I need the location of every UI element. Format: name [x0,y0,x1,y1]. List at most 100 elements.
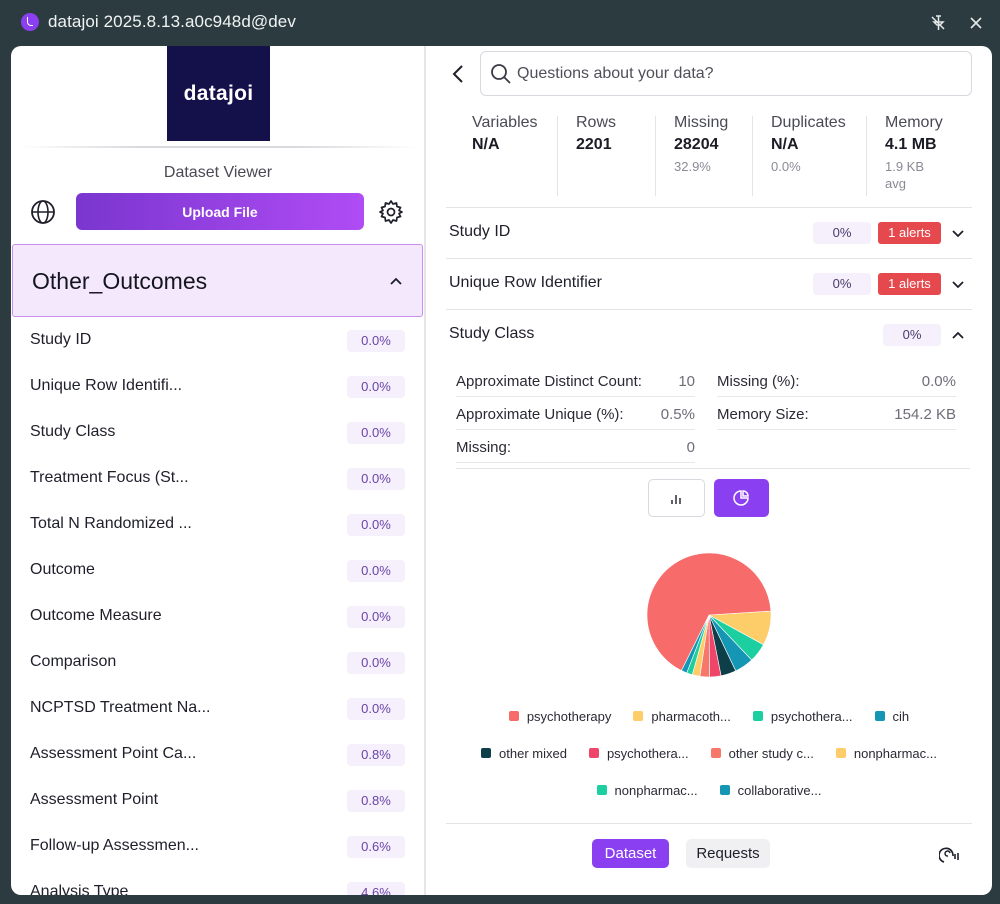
legend-item[interactable]: other mixed [481,743,567,763]
chevron-up-icon[interactable] [388,273,404,289]
legend-item[interactable]: psychotherapy [508,706,611,726]
stat-duplicates: Duplicates N/A 0.0% [771,114,846,198]
stat-value: N/A [472,136,500,153]
column-row[interactable]: Study Class 0% [446,310,972,360]
list-item[interactable]: Unique Row Identifi... 0.0% [11,364,425,410]
pie-chart-toggle[interactable] [714,479,769,517]
list-item[interactable]: Study Class 0.0% [11,410,425,456]
legend-item[interactable]: nonpharmac... [596,780,698,800]
legend-label: collaborative... [737,782,822,798]
legend-item[interactable]: pharmacoth... [633,706,731,726]
legend-swatch [633,711,644,721]
legend-label: other study c... [728,745,814,761]
legend-item[interactable]: cih [874,706,909,726]
tab-dataset[interactable]: Dataset [592,839,669,868]
tab-requests[interactable]: Requests [686,839,770,868]
legend-item[interactable]: other study c... [710,743,814,763]
stat-sub: 32.9% [674,159,711,174]
sidebar: datajoi Dataset Viewer Upload File Other… [11,46,425,895]
list-item[interactable]: Analysis Type 4.6% [11,870,425,895]
divider [752,116,753,196]
stat-label: Memory [885,114,943,131]
detail-unique: Approximate Unique (%): 0.5% [456,397,695,430]
column-row[interactable]: Unique Row Identifier 0% 1 alerts [446,259,972,309]
list-item[interactable]: Total N Randomized ... 0.0% [11,502,425,548]
missing-badge: 0.0% [347,330,405,352]
detail-value: 0 [686,439,695,456]
legend-item[interactable]: collaborative... [719,780,822,800]
search-input[interactable] [517,52,957,95]
title-bar: datajoi 2025.8.13.a0c948d@dev [0,0,1000,46]
legend-label: nonpharmac... [614,782,698,798]
column-row[interactable]: Study ID 0% 1 alerts [446,208,972,258]
bar-chart-toggle[interactable] [648,479,705,517]
search-icon [491,64,511,84]
column-name: Study ID [449,223,511,240]
list-item[interactable]: Study ID 0.0% [11,318,425,364]
list-item[interactable]: NCPTSD Treatment Na... 0.0% [11,686,425,732]
close-icon[interactable] [966,13,986,33]
missing-badge: 0.8% [347,744,405,766]
legend-item[interactable]: nonpharmac... [835,743,937,763]
divider [866,116,867,196]
chevron-up-icon[interactable] [950,327,966,343]
legend-swatch [588,748,599,758]
pane-divider[interactable] [424,46,426,895]
divider [446,258,972,259]
legend-row: psychotherapy pharmacoth... psychothera...… [446,706,972,726]
legend-item[interactable]: psychothera... [588,743,689,763]
voice-icon[interactable] [939,845,961,867]
upload-file-button[interactable]: Upload File [76,193,364,230]
list-item[interactable]: Outcome 0.0% [11,548,425,594]
missing-badge: 0.6% [347,836,405,858]
detail-label: Memory Size: [717,406,809,423]
detail-memory: Memory Size: 154.2 KB [717,397,956,430]
pie-chart [646,552,772,678]
back-icon[interactable] [448,63,468,85]
main-panel: Variables N/A Rows 2201 Missing 28204 32… [426,46,992,895]
variable-name: Comparison [30,653,117,670]
detail-label: Approximate Distinct Count: [456,373,642,390]
missing-badge: 0% [883,324,941,346]
list-item[interactable]: Outcome Measure 0.0% [11,594,425,640]
stat-missing: Missing 28204 32.9% [674,114,728,198]
app-icon [21,13,39,31]
list-item[interactable]: Comparison 0.0% [11,640,425,686]
missing-badge: 0.8% [347,790,405,812]
list-item[interactable]: Follow-up Assessmen... 0.6% [11,824,425,870]
variable-name: Treatment Focus (St... [30,469,189,486]
column-name: Unique Row Identifier [449,274,602,291]
chevron-down-icon[interactable] [950,225,966,241]
variable-name: Assessment Point [30,791,159,808]
globe-icon[interactable] [30,199,56,225]
legend-swatch [719,785,730,795]
stat-memory: Memory 4.1 MB 1.9 KB avg [885,114,965,198]
missing-badge: 0.0% [347,560,405,582]
pie-chart-icon [733,490,749,506]
alert-badge[interactable]: 1 alerts [878,222,941,244]
missing-badge: 0% [813,273,871,295]
pin-icon[interactable] [928,13,948,33]
viewer-title: Dataset Viewer [163,164,273,181]
legend-label: pharmacoth... [651,708,731,724]
stat-sub: 0.0% [771,159,801,174]
missing-badge: 0.0% [347,652,405,674]
gear-icon[interactable] [378,199,404,225]
variable-name: Assessment Point Ca... [30,745,197,762]
variable-group-header[interactable]: Other_Outcomes [12,244,423,317]
list-item[interactable]: Assessment Point Ca... 0.8% [11,732,425,778]
list-item[interactable]: Treatment Focus (St... 0.0% [11,456,425,502]
variable-name: Unique Row Identifi... [30,377,183,394]
search-box[interactable] [480,51,972,96]
legend-item[interactable]: psychothera... [752,706,853,726]
column-name: Study Class [449,325,535,342]
list-item[interactable]: Assessment Point 0.8% [11,778,425,824]
variable-name: Study Class [30,423,116,440]
alert-badge[interactable]: 1 alerts [878,273,941,295]
divider [557,116,558,196]
column-details: Approximate Distinct Count: 10 Missing (… [456,362,972,482]
legend-swatch [508,711,519,721]
stat-label: Variables [472,114,538,131]
chevron-down-icon[interactable] [950,276,966,292]
pie-slice[interactable] [646,552,772,671]
